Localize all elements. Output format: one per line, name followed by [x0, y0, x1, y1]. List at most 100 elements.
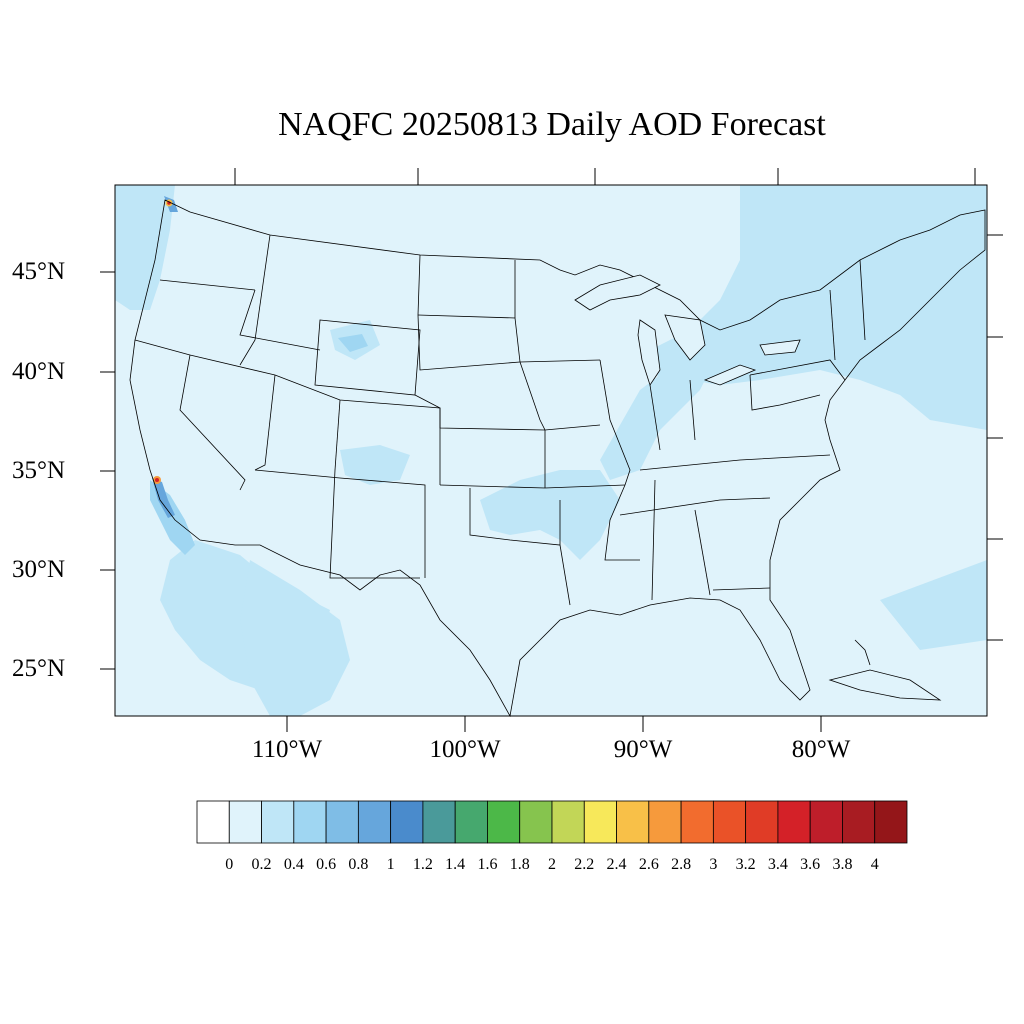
colorbar-cell [712, 800, 747, 844]
cuba [828, 669, 942, 701]
state-line [639, 454, 831, 471]
colorbar-tick-label: 1.6 [477, 856, 498, 873]
colorbar-cell [551, 800, 585, 844]
state-line [689, 379, 696, 441]
state-line [274, 374, 441, 485]
baja-haze-region [240, 560, 350, 716]
colorbar [196, 800, 908, 844]
colorbar-cell [422, 800, 456, 844]
colorbar-tick-label: 4 [870, 856, 879, 873]
caribbean-islands [828, 639, 942, 701]
colorbar-cell [487, 800, 521, 844]
tick-marks [100, 168, 1003, 732]
state-line [254, 374, 276, 471]
state-line [239, 289, 321, 351]
nevada-haze-region [340, 445, 410, 485]
state-line [439, 484, 626, 489]
colorbar-tick-label: 0.2 [251, 856, 272, 873]
state-line [334, 399, 341, 471]
great-lakes [574, 274, 801, 386]
colorbar-cell [777, 800, 811, 844]
state-line [649, 384, 661, 451]
state-line [239, 234, 271, 366]
colorbar-tick-label: 3.8 [832, 856, 853, 873]
colorbar-cell [261, 800, 295, 844]
haze-regions [115, 185, 987, 716]
state-boundaries [129, 199, 986, 718]
state-line [749, 359, 846, 381]
state-line [651, 479, 656, 601]
southern-plains-haze-region [480, 470, 620, 560]
lon-label-90: 90°W [613, 736, 673, 763]
colorbar-tick-label: 1.2 [412, 856, 433, 873]
colorbar-cell [228, 800, 262, 844]
state-line [414, 394, 546, 431]
lat-label-25: 25°N [12, 655, 66, 682]
lon-label-80: 80°W [791, 736, 851, 763]
lake-michigan [637, 319, 661, 386]
state-line [179, 354, 246, 491]
lon-label-110: 110°W [251, 736, 323, 763]
colorbar-cell [616, 800, 650, 844]
bahamas [854, 639, 871, 666]
conus-outline [129, 199, 986, 718]
california-fire-core [155, 478, 159, 482]
state-line [712, 587, 771, 591]
colorbar-cell [874, 800, 908, 844]
colorbar-tick-label: 1 [386, 856, 395, 873]
map-title: NAQFC 20250813 Daily AOD Forecast [278, 106, 826, 143]
state-line [619, 497, 771, 516]
wyoming-medium-haze [338, 334, 368, 352]
lat-label-30: 30°N [12, 556, 66, 583]
colorbar-cell [583, 800, 617, 844]
state-line [544, 424, 601, 431]
state-line [329, 469, 420, 579]
colorbar-cell [454, 800, 488, 844]
colorbar-cell [325, 800, 359, 844]
state-line [469, 488, 561, 546]
state-line [749, 374, 821, 411]
state-line [694, 509, 711, 596]
state-line [559, 544, 571, 606]
colorbar-tick-label: 2 [548, 856, 556, 873]
colorbar-cell [842, 800, 876, 844]
lon-label-100: 100°W [429, 736, 501, 763]
colorbar-tick-label: 0 [225, 856, 234, 873]
lake-ontario [759, 339, 801, 356]
colorbar-cell [357, 800, 392, 844]
colorbar-tick-label: 2.2 [574, 856, 595, 873]
state-line [829, 289, 836, 361]
map-frame [114, 184, 988, 717]
colorbar-tick-label: 0.8 [348, 856, 369, 873]
state-line [417, 254, 601, 371]
colorbar-tick-label: 1.4 [445, 856, 466, 873]
colorbar-tick-label: 0.4 [283, 856, 304, 873]
lat-label-45: 45°N [12, 258, 66, 285]
colorbar-tick-label: 2.6 [638, 856, 659, 873]
lake-huron [664, 314, 706, 361]
pacific-northwest-haze-region [115, 185, 175, 310]
colorbar-tick-label: 3.6 [800, 856, 821, 873]
colorbar-cell [745, 800, 779, 844]
state-line [254, 469, 426, 578]
state-line [599, 359, 631, 486]
colorbar-tick-label: 2.4 [606, 856, 627, 873]
colorbar-tick-label: 0.6 [316, 856, 337, 873]
colorbar-cell [390, 800, 424, 844]
california-plume [152, 478, 175, 518]
colorbar-tick-label: 2.8 [671, 856, 692, 873]
colorbar-tick-label: 3 [709, 856, 718, 873]
colorbar-cell [680, 800, 714, 844]
colorbar-tick-label: 3.2 [735, 856, 756, 873]
state-line [159, 279, 256, 291]
lat-label-40: 40°N [12, 358, 66, 385]
lake-erie [703, 364, 757, 386]
colorbar-cell [293, 800, 327, 844]
colorbar-cell [196, 800, 230, 844]
colorbar-tick-label: 1.8 [509, 856, 530, 873]
state-line [519, 361, 546, 488]
colorbar-cell [809, 800, 843, 844]
colorbar-cell [648, 800, 682, 844]
lat-label-35: 35°N [12, 457, 66, 484]
